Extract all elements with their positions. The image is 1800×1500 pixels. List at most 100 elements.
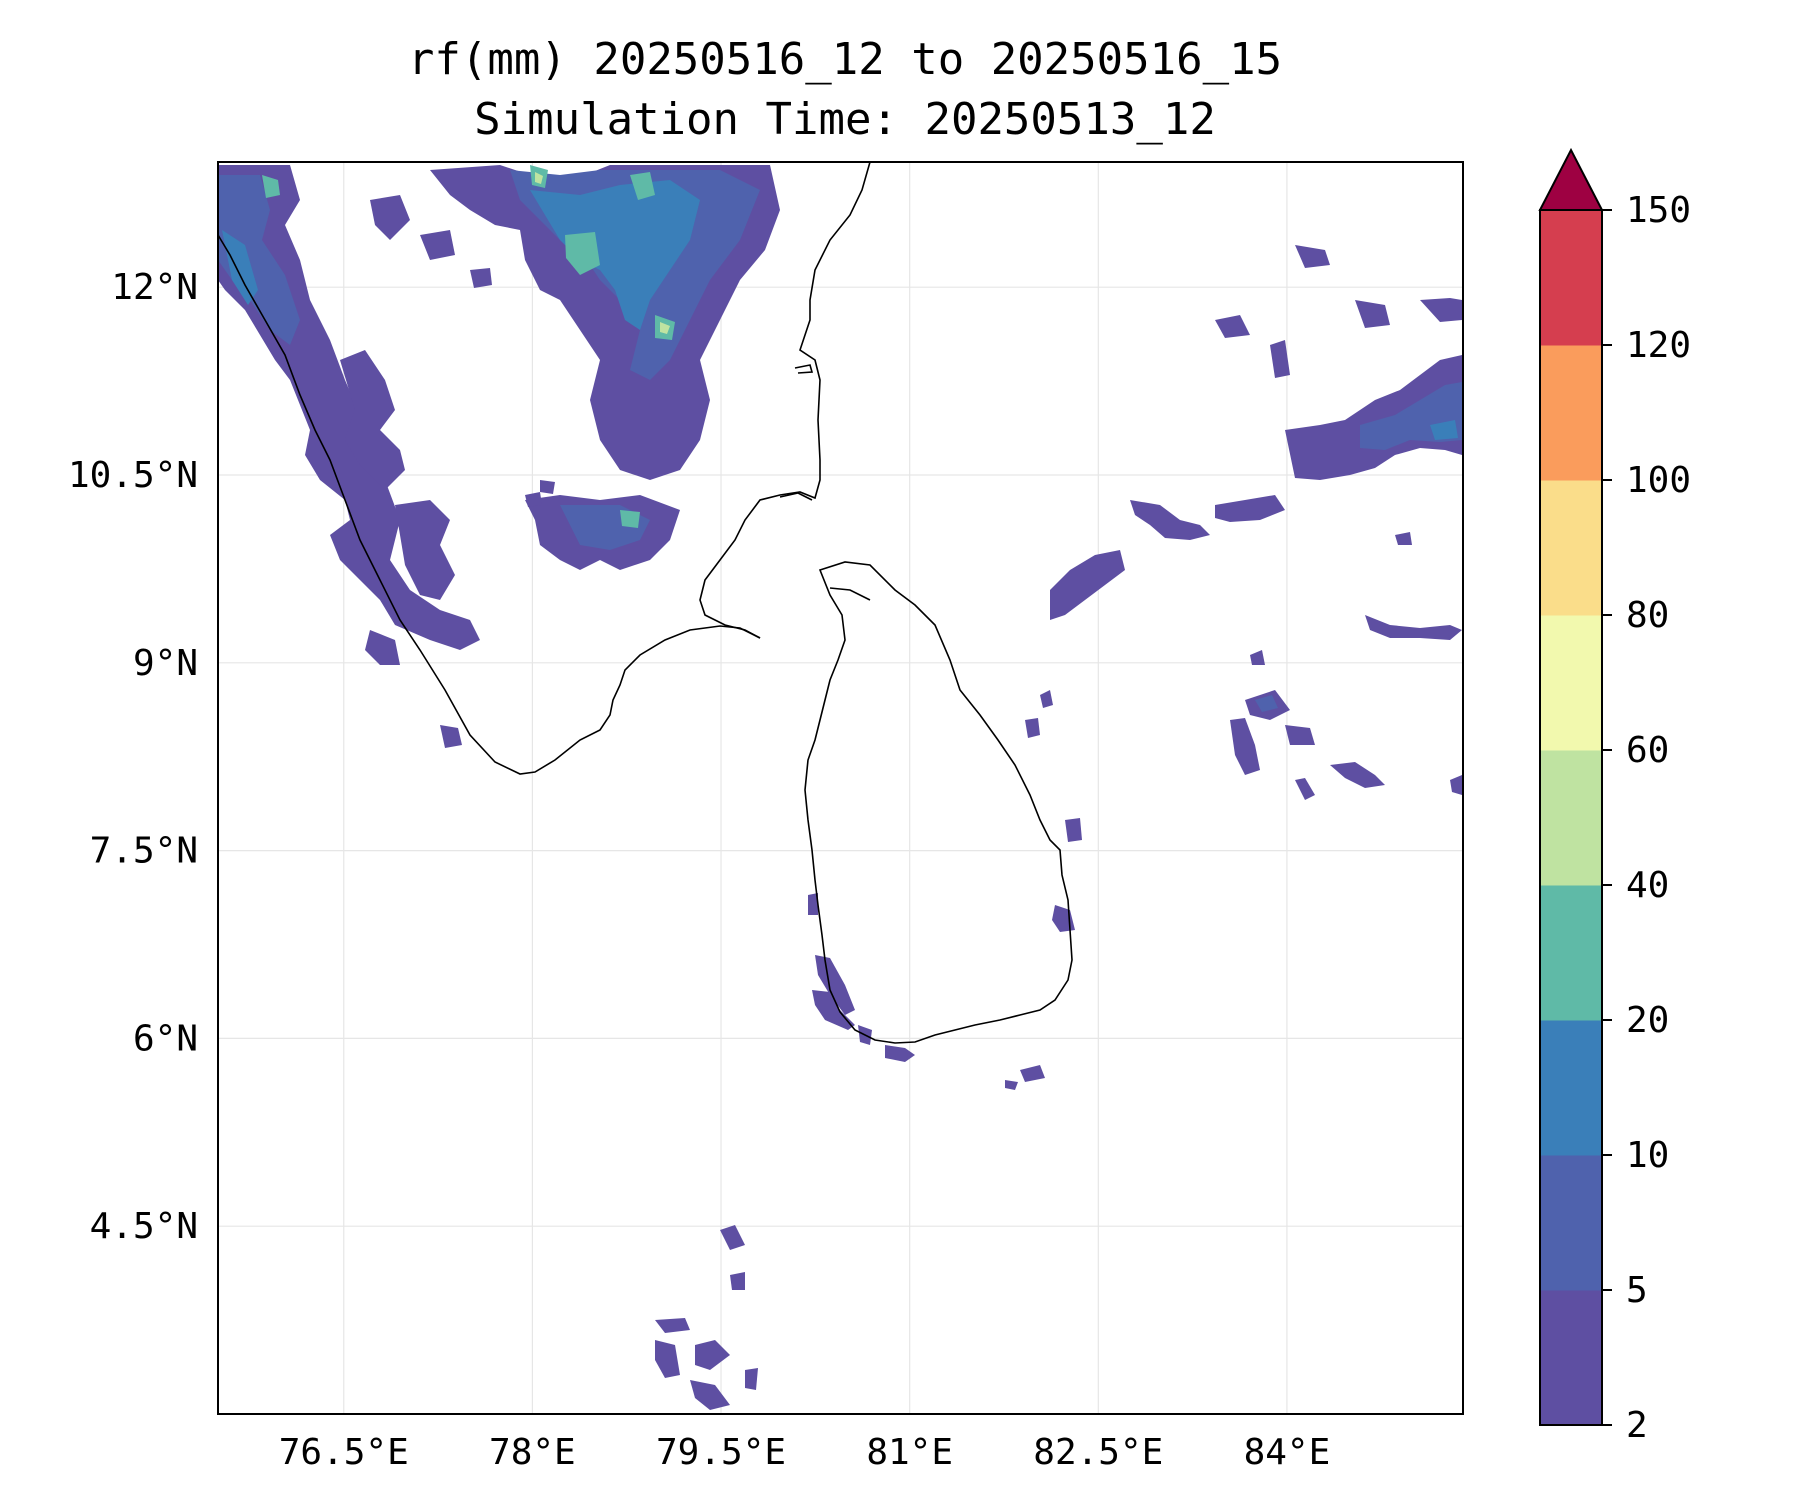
lon-tick-label: 82.5°E	[1033, 1432, 1163, 1473]
rain-region-bay-mid-8	[1330, 762, 1385, 788]
rain-region-interior-peak-2	[535, 172, 543, 184]
colorbar-segment	[1540, 615, 1602, 751]
colorbar-tick-label: 20	[1626, 1000, 1669, 1041]
rain-region-bay-mid-3	[1050, 550, 1125, 620]
colorbar-tick-label: 80	[1626, 595, 1669, 636]
colorbar-tick-label: 2	[1626, 1405, 1648, 1446]
rain-region-bay-mid-1	[1130, 500, 1210, 540]
colorbar-segment	[1540, 210, 1602, 346]
colorbar-tick-label: 5	[1626, 1270, 1648, 1311]
rain-region-bay-mid-11	[1395, 532, 1412, 545]
map-frame	[217, 161, 1464, 1415]
srilanka-coast	[804, 561, 1073, 1044]
lon-tick-label: 81°E	[866, 1432, 953, 1473]
rain-region-interior-e	[525, 492, 542, 507]
lat-tick-label: 10.5°N	[68, 455, 198, 496]
longitude-axis: 76.5°E 78°E 79.5°E 81°E 82.5°E 84°E	[279, 1432, 1331, 1473]
rain-region-srilanka-sw-1	[815, 955, 855, 1015]
title-line-2: Simulation Time: 20250513_12	[474, 94, 1216, 145]
colorbar-segment	[1540, 885, 1602, 1021]
rain-region-srilanka-southeast-2	[1005, 1080, 1018, 1090]
rain-region-bay-mid-6	[1230, 718, 1260, 775]
rain-region-bay-mid-4	[1365, 615, 1462, 640]
rain-region-west-coast-peak	[222, 230, 258, 305]
title-line-1: rf(mm) 20250516_12 to 20250516_15	[407, 34, 1283, 85]
rainfall-field	[218, 165, 1462, 1410]
colorbar-tick-label: 10	[1626, 1135, 1669, 1176]
rain-region-ghats	[340, 350, 405, 490]
rain-region-interior-peak-1	[660, 322, 670, 334]
rain-region-bay-mid-12	[1250, 650, 1265, 665]
lat-tick-label: 4.5°N	[90, 1206, 198, 1247]
colorbar-tick-label: 150	[1626, 190, 1691, 231]
rain-region-srilanka-west	[808, 893, 818, 915]
rain-region-interior-core	[530, 180, 700, 330]
rain-region-bay-ne-high	[1430, 420, 1458, 440]
rain-region-srilanka-east-1	[1052, 905, 1075, 932]
rain-region-interior-f	[540, 480, 555, 494]
rain-region-west-coast-high	[262, 175, 280, 198]
colorbar-segment	[1540, 1155, 1602, 1291]
colorbar-segment	[1540, 750, 1602, 886]
colorbar-tick-label: 60	[1626, 730, 1669, 771]
rain-region-srilanka-sw-2	[812, 990, 855, 1030]
rain-region-south-1	[720, 1225, 745, 1250]
india-west-coast	[218, 234, 761, 775]
india-inland-lake-2	[779, 492, 813, 501]
india-inland-lake-1	[794, 364, 814, 374]
rain-region-south-7	[745, 1368, 758, 1390]
rain-region-bay-ne-6	[1270, 340, 1290, 378]
rain-region-bay-ne-3	[1355, 300, 1390, 328]
rain-region-south-6	[690, 1380, 730, 1410]
rain-region-kerala-dot	[440, 725, 462, 748]
lon-tick-label: 78°E	[489, 1432, 576, 1473]
rain-region-west-coast-core	[218, 175, 300, 345]
colorbar-frame	[1539, 209, 1603, 1426]
lat-tick-label: 12°N	[111, 267, 198, 308]
lon-tick-label: 84°E	[1244, 1432, 1331, 1473]
rain-region-interior-a	[370, 195, 410, 240]
rain-region-bay-ne-4	[1295, 245, 1330, 268]
rain-region-interior-b	[420, 230, 455, 260]
rain-region-interior-high-4	[630, 172, 655, 200]
rain-region-south-2	[730, 1272, 745, 1290]
rain-region-bay-mid-5-core	[1255, 695, 1278, 712]
colorbar-tick-label: 100	[1626, 460, 1691, 501]
colorbar-tick-label: 120	[1626, 325, 1691, 366]
colorbar-segment	[1540, 1020, 1602, 1156]
lon-tick-label: 76.5°E	[279, 1432, 409, 1473]
rain-region-ghats-south	[395, 500, 455, 600]
rain-region-bay-mid-2	[1215, 495, 1285, 522]
rain-region-srilanka-south-2	[885, 1045, 915, 1062]
rain-region-srilanka-east-2	[1065, 818, 1082, 842]
rain-region-bay-mid-7	[1285, 725, 1315, 745]
rain-region-interior-high-1	[565, 232, 600, 275]
rain-region-bay-ne-2	[1420, 298, 1462, 322]
lat-tick-label: 6°N	[133, 1018, 198, 1059]
latitude-axis: 12°N 10.5°N 9°N 7.5°N 6°N 4.5°N	[68, 267, 198, 1247]
srilanka-inlet	[829, 587, 871, 601]
rain-region-bay-mid-9	[1295, 778, 1315, 800]
colorbar-segment	[1540, 345, 1602, 481]
map-title: rf(mm) 20250516_12 to 20250516_15 Simula…	[0, 30, 1690, 150]
rain-region-south-4	[655, 1340, 680, 1378]
rain-region-south-3	[655, 1318, 690, 1333]
rain-region-kerala-south	[365, 630, 400, 665]
coastlines	[218, 162, 1073, 1044]
colorbar-segment	[1540, 480, 1602, 616]
rain-region-bay-mid-10	[1450, 775, 1462, 795]
rain-region-srilanka-east-4	[1040, 690, 1053, 708]
rain-region-interior-c	[470, 268, 492, 288]
lat-tick-label: 7.5°N	[90, 831, 198, 872]
rain-region-srilanka-southeast	[1020, 1065, 1045, 1082]
rain-region-interior-d-high	[620, 510, 640, 528]
colorbar: 2 5 10 20 40 60 80 100 120 150	[1538, 147, 1691, 1446]
colorbar-extend-arrow	[1538, 147, 1604, 211]
rain-region-bay-ne-1	[1285, 355, 1462, 480]
lat-tick-label: 9°N	[133, 643, 198, 684]
india-east-coast	[699, 162, 871, 639]
rain-region-srilanka-east-3	[1025, 718, 1040, 738]
colorbar-tick-label: 40	[1626, 865, 1669, 906]
lon-tick-label: 79.5°E	[656, 1432, 786, 1473]
